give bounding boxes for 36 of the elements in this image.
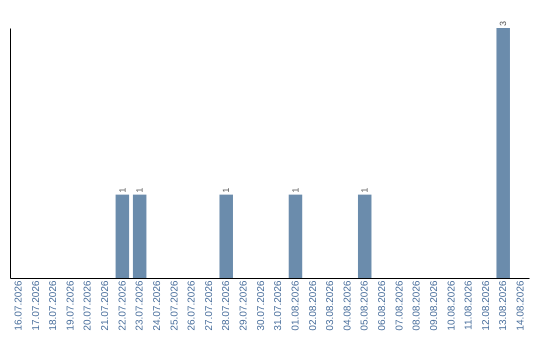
x-tick-label: 10.08.2026 <box>446 280 458 331</box>
x-tick-label: 18.07.2026 <box>48 280 60 331</box>
x-tick-label: 23.07.2026 <box>134 280 146 331</box>
x-tick-label: 20.07.2026 <box>82 280 94 331</box>
x-tick-label: 14.08.2026 <box>516 280 527 331</box>
x-tick-label: 09.08.2026 <box>428 280 440 331</box>
x-tick-label: 13.08.2026 <box>498 280 510 331</box>
x-tick-label: 29.07.2026 <box>238 280 250 331</box>
x-tick-label: 12.08.2026 <box>480 280 492 331</box>
data-label: 1 <box>134 188 145 193</box>
x-tick-label: 26.07.2026 <box>186 280 198 331</box>
x-tick-label: 25.07.2026 <box>169 280 180 331</box>
data-label: 1 <box>290 188 300 193</box>
x-tick-label: 21.07.2026 <box>100 280 112 331</box>
x-tick-label: 24.07.2026 <box>152 280 163 331</box>
x-tick-label: 05.08.2026 <box>360 280 371 331</box>
x-tick-label: 07.08.2026 <box>394 280 406 331</box>
data-label: 1 <box>360 188 370 193</box>
x-tick-label: 06.08.2026 <box>377 280 388 331</box>
x-tick-label: 19.07.2026 <box>65 280 76 331</box>
x-tick-label: 02.08.2026 <box>308 280 319 331</box>
data-label: 1 <box>221 188 232 193</box>
x-tick-label: 01.08.2026 <box>290 280 302 331</box>
x-tick-label: 03.08.2026 <box>325 280 336 331</box>
x-tick-label: 16.07.2026 <box>13 280 24 331</box>
x-tick-label: 11.08.2026 <box>464 280 475 330</box>
x-tick-label: 28.07.2026 <box>221 280 232 331</box>
data-label: 3 <box>498 20 508 26</box>
x-tick-label: 27.07.2026 <box>204 280 215 331</box>
x-tick-label: 31.07.2026 <box>273 280 284 331</box>
x-tick-label: 17.07.2026 <box>30 280 42 331</box>
x-tick-label: 04.08.2026 <box>342 280 354 331</box>
x-tick-label: 08.08.2026 <box>412 280 423 331</box>
x-tick-label: 30.07.2026 <box>256 280 267 331</box>
x-tick-label: 22.07.2026 <box>117 280 128 331</box>
data-label: 1 <box>117 188 128 193</box>
